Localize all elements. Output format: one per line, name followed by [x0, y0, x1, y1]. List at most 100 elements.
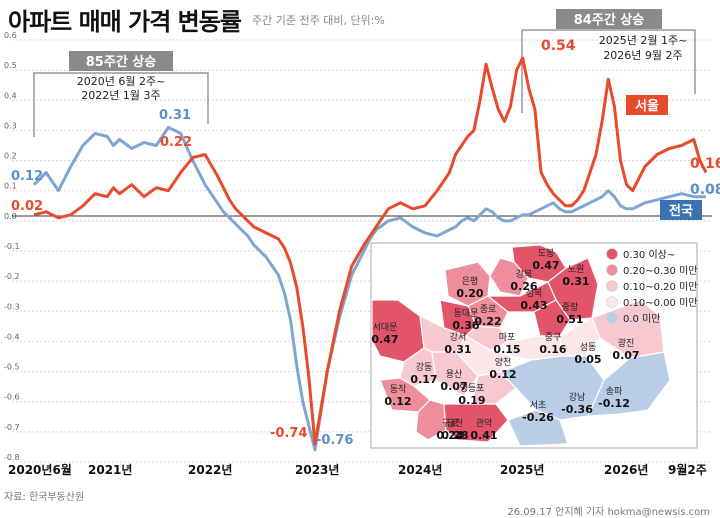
- district-name: 송파: [606, 386, 623, 397]
- legend-tag-national: [660, 200, 702, 220]
- district-shape: [507, 409, 569, 447]
- district-name: 마포: [499, 332, 516, 343]
- y-tick-label: -0.8: [4, 453, 20, 462]
- map-legend-swatch: [606, 248, 618, 260]
- district-shape: [559, 317, 601, 357]
- district-value: 0.36: [452, 319, 479, 332]
- y-tick-label: -0.6: [4, 393, 20, 402]
- x-axis-ticks: 2020년6월 2021년 2022년 2023년 2024년 2025년 2026년 9월2…: [8, 462, 707, 477]
- map-legend-swatch: [606, 296, 618, 308]
- district-shape: [431, 351, 479, 397]
- map-legend-label: 0.0 미만: [623, 313, 660, 325]
- district-name: 강북: [516, 269, 533, 280]
- data-label-seoul-peak: 0.22: [160, 135, 192, 150]
- district-value: 0.19: [458, 394, 485, 407]
- x-tick-label: 2020년6월: [8, 462, 72, 477]
- district-name: 종로: [480, 304, 497, 315]
- data-source: 자료: 한국부동산원: [4, 492, 85, 503]
- y-axis-ticks: 0.6 0.5 0.4 0.3 0.2 0.1 0.0 -0.1 -0.2 -0.3 -0.4 -0.…: [4, 31, 20, 462]
- district-name: 용산: [446, 369, 463, 380]
- district-name: 금천: [447, 418, 464, 429]
- x-tick-label: 2025년: [500, 463, 544, 477]
- map-legend-label: 0.20~0.30 미만: [623, 265, 698, 277]
- district-name: 구로: [442, 418, 459, 429]
- district-shape: [443, 403, 509, 443]
- district-value: 0.43: [520, 299, 547, 312]
- map-legend-swatch: [606, 280, 618, 292]
- district-name: 동작: [390, 384, 407, 395]
- legend-label-seoul: 서울: [635, 98, 659, 114]
- y-tick-label: -0.4: [4, 332, 20, 341]
- district-value: 0.20: [456, 287, 483, 300]
- data-label-seoul-trough: -0.74: [270, 426, 307, 441]
- data-label-national-peak: 0.31: [159, 108, 191, 123]
- y-tick-label: 0.6: [4, 31, 17, 40]
- district-value: 0.51: [556, 313, 583, 326]
- district-name: 노원: [568, 264, 585, 275]
- annotation-date-right-1: 2025년 2월 1주~: [599, 34, 688, 47]
- x-tick-label: 2024년: [398, 463, 442, 477]
- annotation-box-right: [556, 9, 662, 29]
- map-legend-swatch: [606, 312, 618, 324]
- district-name: 동대문: [454, 308, 479, 319]
- district-name: 강서: [450, 332, 467, 343]
- annotation-label-right: 84주간 상승: [574, 12, 644, 28]
- district-value: 0.41: [470, 429, 497, 442]
- district-name: 서초: [530, 400, 547, 411]
- district-name: 도봉: [538, 248, 555, 259]
- district-value: 0.12: [489, 368, 516, 381]
- district-value: 0.07: [612, 349, 639, 362]
- annotation-bracket-right: [521, 29, 696, 113]
- y-tick-label: 0.5: [4, 61, 17, 70]
- x-tick-label: 2021년: [88, 463, 132, 477]
- district-value: -0.26: [522, 411, 554, 424]
- district-shape: [465, 325, 509, 351]
- district-value: 0.28: [441, 429, 468, 442]
- district-value: 0.17: [410, 373, 437, 386]
- x-tick-label: 2026년: [604, 463, 648, 477]
- district-value: 0.47: [371, 333, 398, 346]
- y-tick-label: 0.2: [4, 152, 17, 161]
- district-name: 양천: [495, 357, 512, 368]
- chart-title: 아파트 매매 가격 변동률: [8, 8, 242, 36]
- district-name: 은평: [462, 276, 479, 287]
- district-value: -0.36: [561, 403, 593, 416]
- y-tick-label: -0.1: [4, 242, 20, 251]
- district-shape: [587, 351, 671, 417]
- district-value: 0.15: [493, 343, 520, 356]
- district-value: 0.22: [474, 315, 501, 328]
- district-name: 성동: [580, 342, 597, 353]
- map-legend-label: 0.10~0.20 미만: [623, 281, 698, 293]
- district-shape: [471, 371, 517, 405]
- district-name: 중구: [545, 332, 562, 343]
- y-tick-label: 0.3: [4, 121, 17, 130]
- credit-line: 26.09.17 안지혜 기자 hokma@newsis.com: [507, 507, 710, 518]
- district-name: 영등포: [460, 383, 485, 394]
- district-value: 0.47: [532, 259, 559, 272]
- district-value: 0.24: [436, 429, 463, 442]
- data-label-seoul-2025-peak: 0.54: [541, 38, 576, 54]
- data-label-seoul-end: 0.16: [690, 156, 720, 172]
- annotation-date-left-1: 2020년 6월 2주~: [77, 75, 166, 88]
- district-name: 중랑: [562, 301, 579, 313]
- district-value: -0.12: [598, 397, 630, 410]
- map-legend-label: 0.30 이상~: [623, 249, 675, 261]
- district-value: 0.16: [539, 343, 566, 356]
- annotation-date-left-2: 2022년 1월 3주: [81, 89, 160, 102]
- y-tick-label: -0.7: [4, 423, 20, 432]
- district-value: 0.26: [510, 280, 537, 293]
- district-name: 강동: [416, 362, 433, 373]
- series-line-national: [32, 125, 706, 452]
- district-value: 0.12: [384, 395, 411, 408]
- map-legend-label: 0.10~0.00 미만: [623, 297, 698, 309]
- chart-subtitle: 주간 기준 전주 대비, 단위:%: [252, 14, 385, 27]
- y-tick-label: 0.0: [4, 212, 17, 221]
- series-line-seoul: [33, 56, 708, 446]
- x-tick-label: 2022년: [188, 463, 232, 477]
- district-value: 0.31: [444, 343, 471, 356]
- district-value: 0.07: [440, 380, 467, 393]
